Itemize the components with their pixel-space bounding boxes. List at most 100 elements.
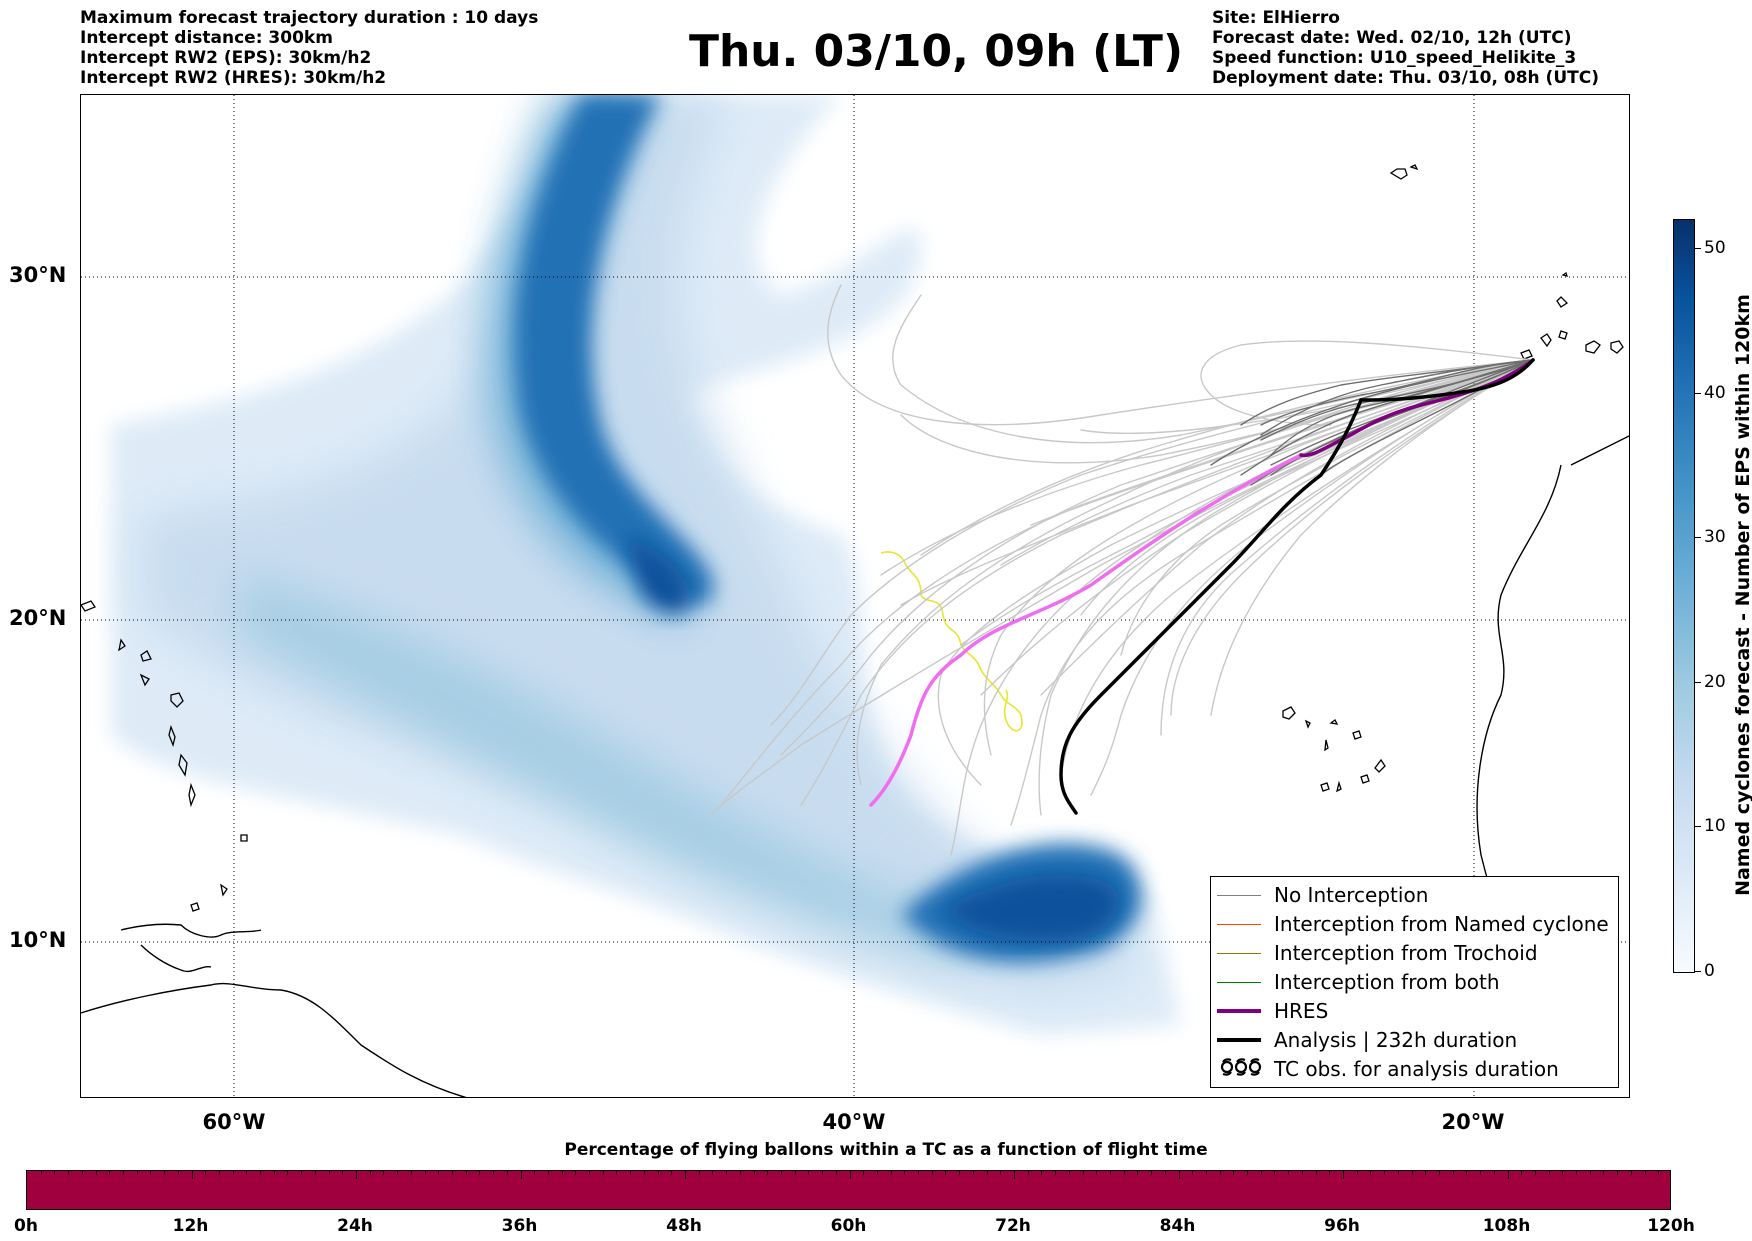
- time-bar-label: 120h: [1647, 1216, 1695, 1236]
- colorbar-title: Named cyclones forecast - Number of EPS …: [1732, 294, 1752, 896]
- time-bar-label: 72h: [995, 1216, 1031, 1236]
- time-bar-tick: [1123, 1171, 1125, 1175]
- time-bar-tick: [205, 1171, 207, 1175]
- time-bar-tick: [493, 1171, 495, 1175]
- time-bar-tick: [1274, 1171, 1276, 1175]
- time-bar-tick: [1534, 1171, 1536, 1175]
- time-bar-tick: [246, 1171, 248, 1175]
- lat-label-20n: 20°N: [9, 606, 67, 630]
- time-bar-tick: [397, 1171, 399, 1175]
- time-bar-tick: [1644, 1171, 1646, 1175]
- colorbar: [1673, 219, 1695, 973]
- time-bar-tick: [835, 1171, 837, 1175]
- hres-track-light: [869, 453, 1303, 807]
- time-bar-tick: [822, 1171, 824, 1175]
- time-bar-tick: [273, 1171, 275, 1175]
- time-bar-tick: [40, 1171, 42, 1175]
- colorbar-tick: [1695, 247, 1701, 249]
- time-bar-tick: [1260, 1171, 1262, 1175]
- time-bar-tick: [1096, 1171, 1098, 1175]
- time-bar-tick: [424, 1171, 426, 1175]
- legend-item-tc-obs: TC obs. for analysis duration: [1211, 1055, 1618, 1084]
- time-bar-tick: [136, 1171, 138, 1175]
- colorbar-tick: [1695, 826, 1701, 828]
- time-bar-tick: [1452, 1171, 1454, 1175]
- time-bar-tick: [1617, 1171, 1619, 1175]
- time-bar-tick: [780, 1171, 782, 1175]
- colorbar-tick-label: 20: [1704, 671, 1726, 692]
- time-bar-tick: [1041, 1171, 1043, 1175]
- colorbar-tick: [1695, 681, 1701, 683]
- lat-label-30n: 30°N: [9, 263, 67, 287]
- site-name: Site: ElHierro: [1212, 8, 1340, 28]
- legend-item-hres: HRES: [1211, 997, 1618, 1026]
- time-bar-tick: [1164, 1171, 1166, 1175]
- colorbar-tick-label: 10: [1704, 816, 1726, 837]
- time-bar-tick: [1466, 1171, 1468, 1175]
- time-bar-tick: [314, 1171, 316, 1175]
- time-bar-tick: [54, 1171, 56, 1175]
- time-bar-tick: [1205, 1171, 1207, 1175]
- time-bar-tick: [95, 1171, 97, 1175]
- time-bar-tick: [1151, 1171, 1153, 1175]
- time-bar-tick: [685, 1171, 686, 1179]
- time-bar-tick: [1589, 1171, 1591, 1175]
- time-bar-tick: [328, 1171, 330, 1175]
- time-bar-tick: [561, 1171, 563, 1175]
- time-bar-label: 12h: [172, 1216, 209, 1236]
- lon-label-60w: 60°W: [202, 1110, 266, 1134]
- time-bar-tick: [726, 1171, 728, 1175]
- time-bar-tick: [589, 1171, 591, 1175]
- colorbar-tick: [1695, 971, 1701, 972]
- time-bar-tick: [506, 1171, 508, 1175]
- cyclone-density-field: [111, 95, 1181, 1035]
- legend-label: HRES: [1274, 999, 1329, 1023]
- forecast-date: Forecast date: Wed. 02/10, 12h (UTC): [1212, 28, 1572, 48]
- time-bar-tick: [931, 1171, 933, 1175]
- legend-swatch: [1217, 1009, 1261, 1013]
- param-rw2-eps: Intercept RW2 (EPS): 30km/h2: [80, 48, 372, 68]
- ensemble-trajectories: [710, 284, 1534, 856]
- time-bar-tick: [1411, 1171, 1413, 1175]
- tc-symbol-icon: [1219, 1054, 1263, 1084]
- legend-label: Analysis | 232h duration: [1274, 1028, 1518, 1052]
- time-bar-tick: [150, 1171, 152, 1175]
- time-bar-tick: [616, 1171, 618, 1175]
- time-bar-tick: [1288, 1171, 1290, 1175]
- time-bar-tick: [383, 1171, 385, 1175]
- time-bar-tick: [1480, 1171, 1482, 1175]
- tc-observation-trace: [880, 551, 1023, 732]
- speed-function: Speed function: U10_speed_Helikite_3: [1212, 48, 1577, 68]
- legend-label: No Interception: [1274, 883, 1429, 907]
- time-bar-tick: [1027, 1171, 1029, 1175]
- time-bar-title: Percentage of flying ballons within a TC…: [564, 1140, 1208, 1160]
- map-canvas: [81, 95, 1629, 1097]
- time-bar-tick: [904, 1171, 906, 1175]
- time-bar-tick: [1548, 1171, 1550, 1175]
- legend-label: Interception from both: [1274, 970, 1500, 994]
- time-bar-tick: [232, 1171, 234, 1175]
- legend-label: Interception from Trochoid: [1274, 941, 1538, 965]
- time-bar-tick: [808, 1171, 810, 1175]
- legend-swatch: [1217, 924, 1261, 925]
- legend-item-trochoid: Interception from Trochoid: [1211, 939, 1618, 968]
- time-bar-label: 24h: [337, 1216, 373, 1236]
- time-bar-tick: [1082, 1171, 1084, 1175]
- legend-swatch: [1217, 982, 1261, 983]
- time-bar-tick: [1425, 1171, 1427, 1175]
- time-bar-tick: [959, 1171, 961, 1175]
- islands: [81, 164, 1624, 912]
- forecast-parameters: Maximum forecast trajectory duration : 1…: [80, 8, 538, 88]
- time-bar-tick: [218, 1171, 220, 1175]
- time-bar-tick: [1055, 1171, 1057, 1175]
- legend-swatch: [1217, 1038, 1261, 1042]
- map-panel[interactable]: [80, 94, 1630, 1098]
- time-bar-tick: [643, 1171, 645, 1175]
- time-bar-tick: [342, 1171, 344, 1175]
- time-bar-tick: [356, 1171, 357, 1179]
- time-bar-tick: [191, 1171, 193, 1179]
- time-bar-tick: [1000, 1171, 1002, 1175]
- time-bar-label: 48h: [666, 1216, 702, 1236]
- time-bar-tick: [1301, 1171, 1303, 1175]
- time-bar-tick: [849, 1171, 851, 1179]
